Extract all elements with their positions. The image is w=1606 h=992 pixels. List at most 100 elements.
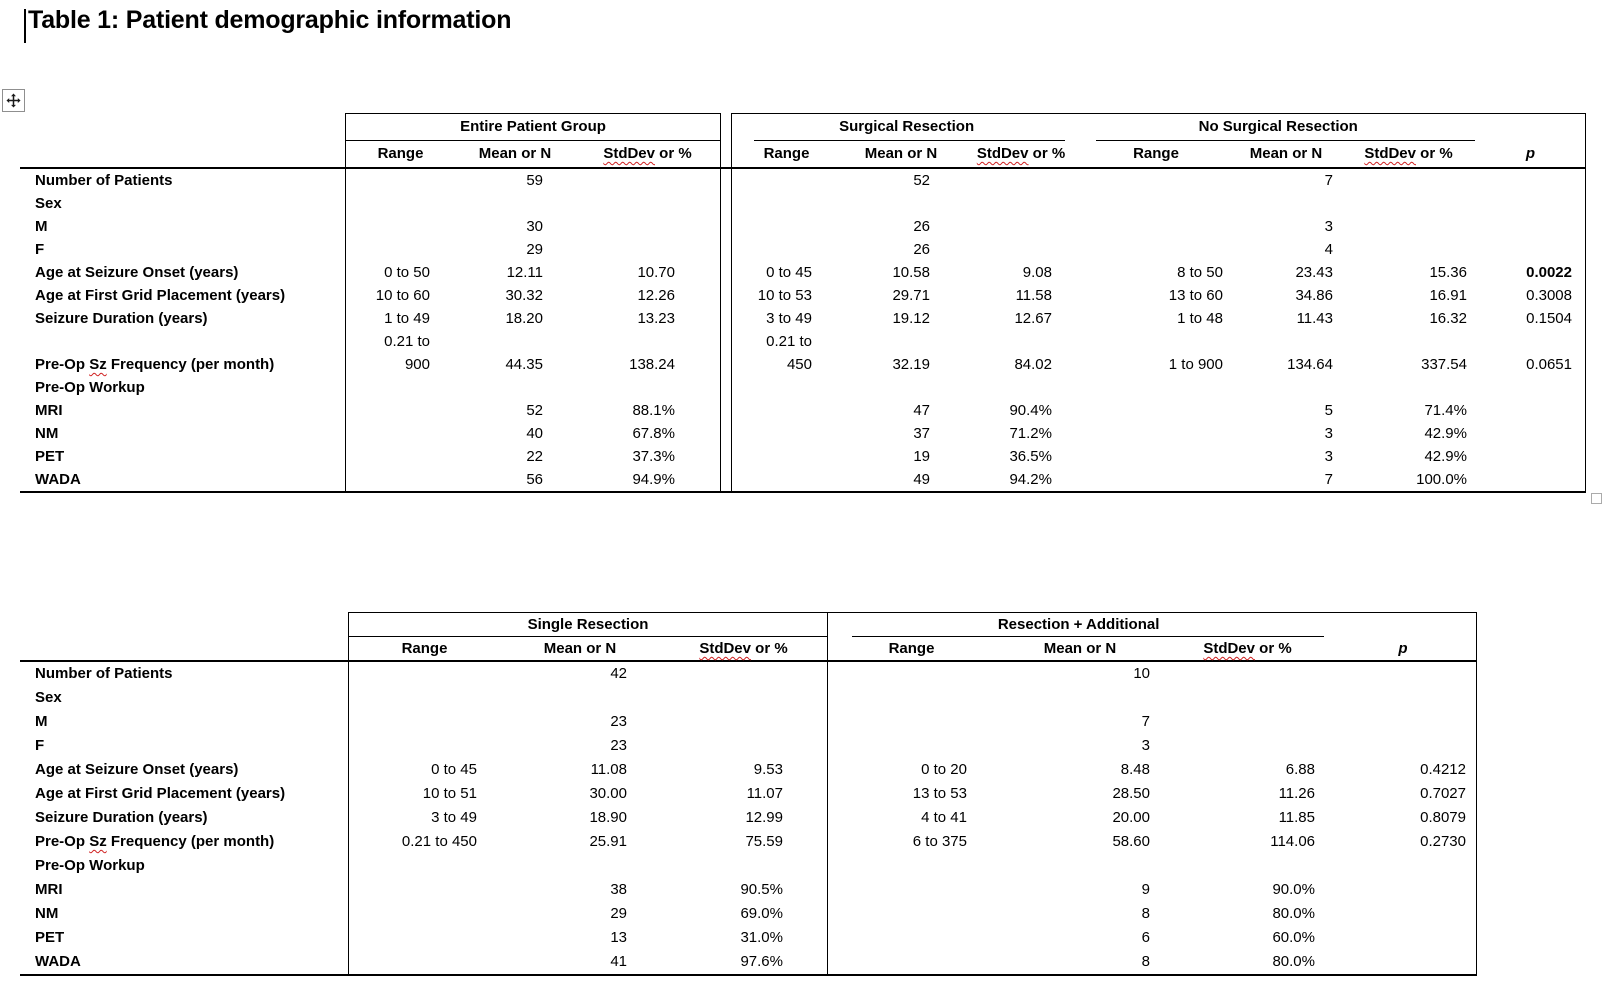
spacer xyxy=(20,113,345,141)
p-value-cell xyxy=(1476,192,1586,215)
table-cell xyxy=(575,238,721,261)
row-label: MRI xyxy=(20,878,348,902)
table-cell xyxy=(995,686,1165,710)
table-cell: 0.21 to xyxy=(731,330,841,353)
table-cell: 7 xyxy=(1324,471,1333,488)
table-cell xyxy=(345,238,455,261)
p-value-cell: 0.3008 xyxy=(1476,284,1586,307)
table-cell: 1 to 49 xyxy=(345,307,455,330)
p-value-cell: 0.4212 xyxy=(1330,758,1477,782)
table-cell: 29 xyxy=(610,905,627,922)
column-header-suffix: or % xyxy=(751,640,788,657)
row-label-text: Pre-Op xyxy=(35,356,90,373)
spacer xyxy=(721,330,731,353)
table-cell: 30.32 xyxy=(505,287,543,304)
table-cell: 114.06 xyxy=(1270,833,1315,850)
table-cell: 34.86 xyxy=(1295,287,1333,304)
table-cell: 10.58 xyxy=(892,264,930,281)
table-cell: 0 to 20 xyxy=(921,761,967,778)
table-cell: 12.26 xyxy=(575,284,721,307)
spacer xyxy=(721,399,731,422)
table-cell: 26 xyxy=(913,241,930,258)
spacer xyxy=(721,192,731,215)
row-label: Pre-Op Sz Frequency (per month) xyxy=(20,353,345,376)
spacer xyxy=(20,141,345,169)
row-label: Pre-Op Workup xyxy=(20,376,345,399)
table-cell: 75.59 xyxy=(660,830,828,854)
table-cell: 97.6% xyxy=(660,950,828,974)
row-label-text: Age at First Grid Placement (years) xyxy=(35,287,286,304)
column-header-stddev: StdDev or % xyxy=(961,141,1081,169)
table-cell: 3 xyxy=(1141,737,1150,754)
table-move-handle[interactable] xyxy=(2,89,25,112)
table-cell xyxy=(660,662,828,686)
table-cell xyxy=(731,399,841,422)
table-cell xyxy=(348,878,500,902)
table-cell xyxy=(345,445,455,468)
table-cell: 88.1% xyxy=(575,399,721,422)
table-cell xyxy=(660,854,828,878)
table-cell: 4 to 41 xyxy=(921,809,967,826)
table-cell xyxy=(731,192,841,215)
table-cell: 6 xyxy=(1141,929,1150,946)
row-label: Sex xyxy=(20,686,348,710)
column-header-suffix: or % xyxy=(1255,640,1292,657)
p-value-cell xyxy=(1476,215,1586,238)
table-cell xyxy=(345,192,455,215)
table-cell: 7 xyxy=(1141,713,1150,730)
table-cell: 42.9% xyxy=(1424,448,1467,465)
table-cell: 11.26 xyxy=(1278,785,1315,802)
row-label-text: PET xyxy=(35,448,65,465)
patient-demographics-table-resection-subgroups: Single Resection Resection + Additional … xyxy=(20,612,1477,976)
table-cell: 8 xyxy=(1141,953,1150,970)
table-cell xyxy=(1341,192,1476,215)
row-label-text: Pre-Op Workup xyxy=(35,857,145,874)
table-cell: 10 to 51 xyxy=(348,782,500,806)
table-cell: 3 xyxy=(1324,448,1333,465)
row-label-text: Sex xyxy=(35,689,62,706)
spacer xyxy=(721,113,731,141)
table-cell xyxy=(345,422,455,445)
table-cell: 10 to 60 xyxy=(345,284,455,307)
table-cell: 0.21 to xyxy=(345,330,455,353)
table-cell xyxy=(1081,468,1231,491)
table-cell: 49 xyxy=(913,471,930,488)
table-cell xyxy=(348,662,500,686)
group-header-no-surgical-resection: No Surgical Resection xyxy=(1081,114,1476,141)
table-cell: 12.67 xyxy=(1014,310,1052,327)
row-label-text: Seizure Duration (years) xyxy=(35,809,208,826)
table-cell: 52 xyxy=(913,172,930,189)
table-cell: 13 to 60 xyxy=(1168,287,1223,304)
table-cell: 8 to 50 xyxy=(1177,264,1223,281)
table-resize-handle[interactable] xyxy=(1591,493,1602,504)
p-value-cell xyxy=(1476,330,1586,353)
table-cell xyxy=(961,376,1081,399)
row-label-text: M xyxy=(35,218,48,235)
spacer xyxy=(721,307,731,330)
table-cell xyxy=(660,710,828,734)
table-cell xyxy=(731,238,841,261)
column-header-stddev: StdDev or % xyxy=(1341,141,1476,169)
table-cell xyxy=(731,376,841,399)
misspelled-word: Sz xyxy=(89,833,107,850)
row-label: M xyxy=(20,710,348,734)
row-label: PET xyxy=(20,445,345,468)
p-value-cell xyxy=(1330,902,1477,926)
table-cell xyxy=(660,734,828,758)
spacer xyxy=(1475,114,1585,141)
table-cell xyxy=(1081,215,1231,238)
table-cell: 60.0% xyxy=(1272,929,1315,946)
p-value-cell xyxy=(1476,399,1586,422)
p-value-cell xyxy=(1476,422,1586,445)
table-cell: 11.07 xyxy=(660,782,828,806)
table-cell xyxy=(345,376,455,399)
table-cell xyxy=(348,686,500,710)
table-cell xyxy=(455,376,575,399)
row-label-text: Age at First Grid Placement (years) xyxy=(35,785,286,802)
table-cell xyxy=(828,710,995,734)
text-cursor xyxy=(24,9,26,43)
table-cell xyxy=(1341,215,1476,238)
table-cell xyxy=(348,854,500,878)
table-cell: 94.2% xyxy=(1009,471,1052,488)
row-label: Number of Patients xyxy=(20,169,345,192)
